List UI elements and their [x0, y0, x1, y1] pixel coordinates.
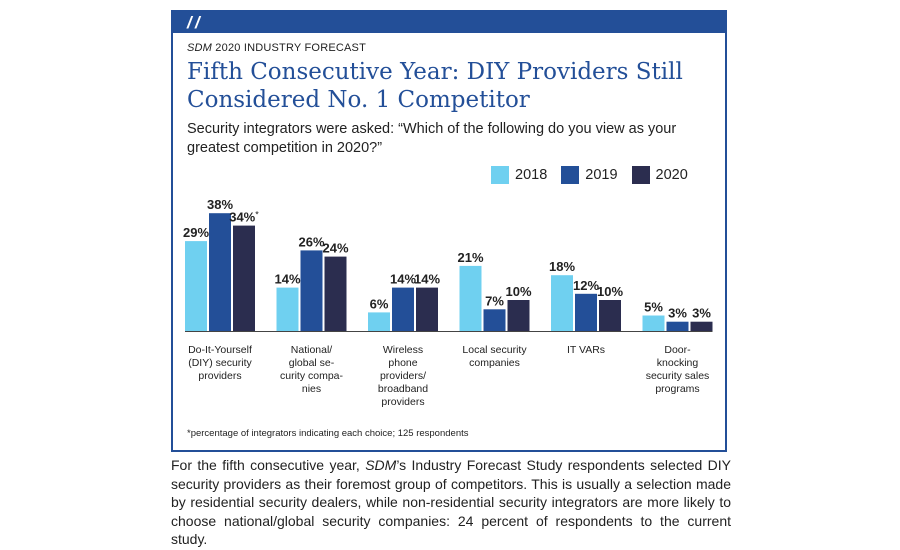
- category-label: Door-knocking security sales programs: [646, 344, 710, 395]
- bar: [483, 309, 506, 331]
- bar: [276, 287, 299, 331]
- bar: [459, 265, 482, 331]
- category-label: IT VARs: [567, 344, 605, 356]
- bar: [416, 287, 438, 331]
- bar: [666, 321, 689, 331]
- chart-title: Fifth Consecutive Year: DIY Providers St…: [187, 59, 683, 113]
- legend-label-2018: 2018: [515, 167, 548, 183]
- category-label: National/global se-curity compa-nies: [280, 344, 344, 395]
- data-label: 3%: [668, 306, 687, 321]
- category-label: Local security companies: [462, 344, 527, 369]
- data-label: 3%: [692, 306, 711, 321]
- bar: [392, 287, 414, 331]
- legend: 2018 2019 2020: [491, 166, 702, 184]
- bar: [185, 241, 207, 331]
- category-label: Wireless phone providers/broadband provider…: [378, 344, 428, 408]
- data-label: 6%: [370, 296, 389, 311]
- data-label: 24%: [322, 241, 348, 256]
- eyebrow: SDM 2020 INDUSTRY FORECAST: [187, 42, 366, 54]
- legend-swatch-2019: [561, 166, 580, 184]
- data-label: 12%: [573, 278, 599, 293]
- data-label: 14%: [274, 272, 300, 287]
- bar: [209, 213, 231, 331]
- caption: For the fifth consecutive year, SDM’s In…: [171, 456, 731, 549]
- eyebrow-brand: SDM: [187, 42, 213, 54]
- bar: [368, 312, 390, 331]
- data-label: 10%: [597, 284, 623, 299]
- data-label: 34%*: [229, 210, 259, 225]
- data-label: 5%: [644, 300, 663, 315]
- legend-swatch-2018: [491, 166, 509, 184]
- caption-text-2: ’s Industry Forecast Study respondents s…: [171, 457, 732, 547]
- legend-swatch-2020: [631, 166, 650, 184]
- category-label: Do-It-Yourself (DIY) security providers: [188, 344, 252, 382]
- footnote: *percentage of integrators indicating ea…: [187, 428, 469, 439]
- data-label: 29%: [183, 225, 209, 240]
- caption-brand: SDM: [365, 457, 397, 473]
- bar: [551, 275, 573, 331]
- legend-label-2019: 2019: [585, 167, 618, 183]
- header-bar: / /: [173, 12, 725, 33]
- bar: [575, 293, 597, 331]
- legend-item-2018: 2018: [491, 166, 547, 184]
- data-label: 10%: [505, 284, 531, 299]
- slash-icon: /: [195, 13, 200, 32]
- bar: [690, 321, 713, 331]
- eyebrow-text: 2020 INDUSTRY FORECAST: [212, 42, 367, 54]
- slash-icon: /: [187, 13, 192, 32]
- legend-label-2020: 2020: [655, 167, 688, 183]
- data-label: 14%: [414, 272, 440, 287]
- bar: [599, 300, 621, 331]
- bar: [233, 225, 255, 331]
- data-label: 14%: [390, 272, 416, 287]
- chart-frame: / / SDM 2020 INDUSTRY FORECAST Fifth Con…: [171, 10, 727, 452]
- data-label: 38%: [207, 197, 233, 212]
- data-label: 21%: [457, 250, 483, 265]
- data-label: 18%: [549, 259, 575, 274]
- bar: [507, 300, 530, 331]
- bar: [300, 250, 323, 331]
- caption-text-1: For the fifth consecutive year,: [171, 457, 366, 473]
- bar: [642, 315, 665, 331]
- data-label: 26%: [298, 234, 324, 249]
- chart-subtitle: Security integrators were asked: “Which …: [187, 121, 677, 156]
- data-label: 7%: [485, 293, 504, 308]
- legend-item-2020: 2020: [631, 166, 688, 184]
- legend-item-2019: 2019: [561, 166, 618, 184]
- bar: [324, 256, 347, 331]
- bar-chart: 29% 38%34%* Do-It-Yourself (DIY) security pr…: [183, 197, 713, 408]
